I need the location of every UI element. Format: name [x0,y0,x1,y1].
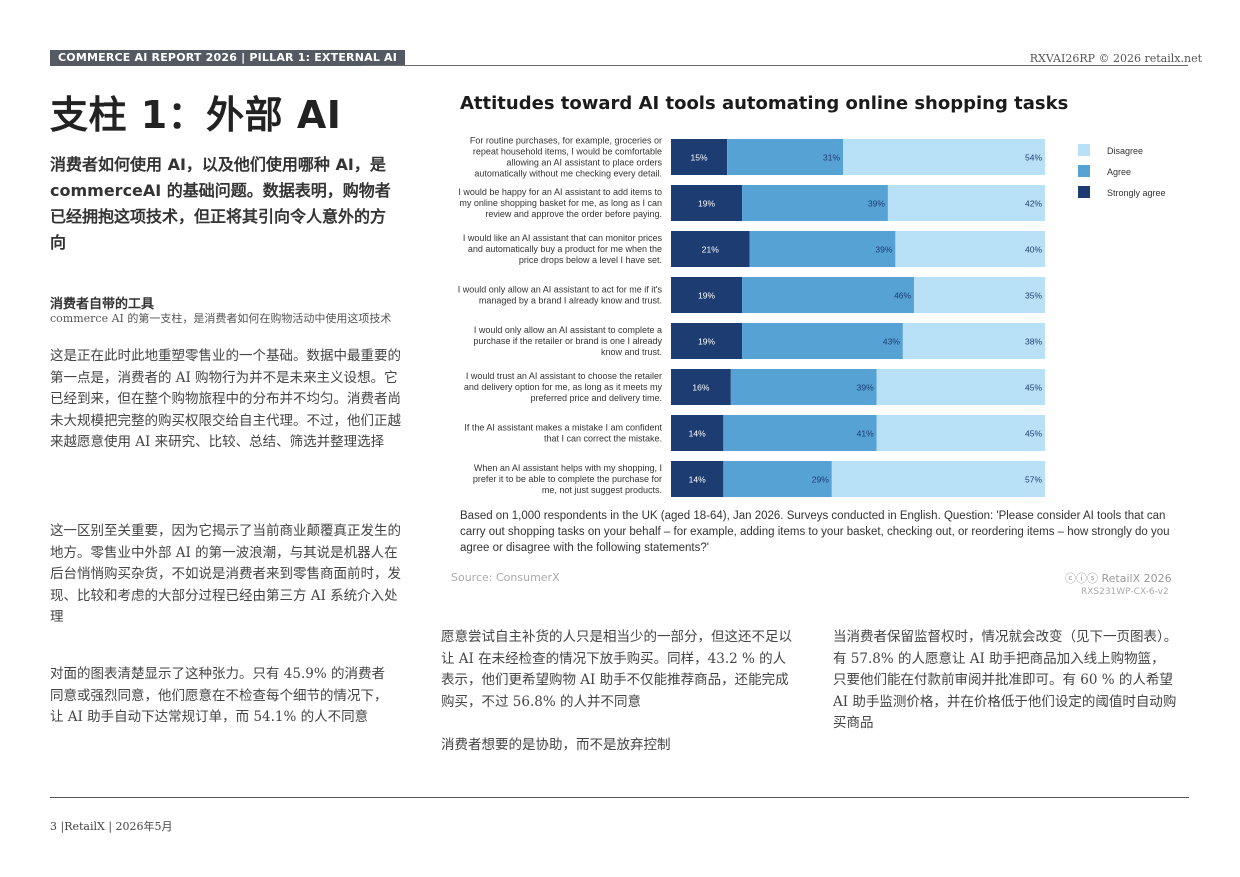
chart-code: RXS231WP-CX-6-v2 [1081,587,1169,597]
chart-methodology-note: Based on 1,000 respondents in the UK (ag… [460,510,1170,554]
bar-strongly-agree [671,185,743,221]
bar-agree [742,185,888,221]
body-paragraph-1: 这是正在此时此地重塑零售业的一个基础。数据中最重要的第一点是，消费者的 AI 购… [50,348,401,450]
subsection-heading: 消费者自带的工具 [50,297,155,312]
chart-title: Attitudes toward AI tools automating onl… [460,93,1069,114]
page-title: 支柱 1：外部 AI [50,93,342,137]
data-label: 35% [1025,291,1042,301]
data-label: 31% [823,153,840,163]
bar-disagree [876,415,1045,451]
category-label: I would only allow an AI assistant to co… [473,325,662,357]
bar-agree [730,369,877,405]
header-rule [362,65,1188,66]
category-label: I would be happy for an AI assistant to … [458,187,662,219]
bar-disagree [887,185,1045,221]
bar-strongly-agree [671,415,724,451]
category-label: If the AI assistant makes a mistake I am… [464,423,662,444]
data-label: 40% [1025,245,1042,255]
stacked-bar-chart: me, not just suggest products.For routin… [458,136,1166,497]
bar-strongly-agree [671,461,724,497]
bar-agree [749,231,896,267]
bar-agree [727,139,844,175]
data-label: 45% [1025,383,1042,393]
legend-label: Disagree [1107,146,1143,156]
bar-disagree [843,139,1045,175]
bar-agree [723,415,877,451]
chart-source: Source: ConsumerX [451,571,560,584]
bar-disagree [831,461,1045,497]
bar-agree [742,277,915,313]
data-label: 16% [692,383,709,393]
data-label: 19% [698,291,715,301]
data-label: 38% [1025,337,1042,347]
data-label: 43% [883,337,900,347]
data-label: 39% [868,199,885,209]
bar-disagree [895,231,1045,267]
legend-swatch [1078,144,1090,156]
data-label: 39% [857,383,874,393]
legend-swatch [1078,186,1090,198]
report-header-tag: COMMERCE AI REPORT 2026 | PILLAR 1: EXTE… [50,50,406,66]
subsection-note: commerce AI 的第一支柱，是消费者如何在购物活动中使用这项技术 [50,312,392,325]
category-label: I would only allow an AI assistant to ac… [458,285,663,306]
bar-disagree [902,323,1045,359]
legend-swatch [1078,165,1090,177]
category-label: I would like an AI assistant that can mo… [463,233,663,265]
data-label: 57% [1025,475,1042,485]
bar-strongly-agree [671,231,750,267]
data-label: 46% [894,291,911,301]
body-paragraph-6: 当消费者保留监督权时，情况就会改变（见下一页图表）。有 57.8% 的人愿意让 … [833,629,1178,731]
bar-strongly-agree [671,277,743,313]
data-label: 14% [689,429,706,439]
legend-label: Agree [1107,167,1131,177]
data-label: 14% [689,475,706,485]
bar-strongly-agree [671,369,731,405]
bar-strongly-agree [671,139,728,175]
footer-rule [50,797,1189,798]
data-label: 45% [1025,429,1042,439]
category-label: I would trust an AI assistant to choose … [464,371,663,403]
data-label: 19% [698,199,715,209]
data-label: 15% [691,153,708,163]
data-label: 19% [698,337,715,347]
bar-disagree [914,277,1045,313]
bar-disagree [876,369,1045,405]
data-label: 42% [1025,199,1042,209]
body-paragraph-5: 消费者想要的是协助，而不是放弃控制 [441,737,671,753]
bar-agree [723,461,832,497]
body-paragraph-2: 这一区别至关重要，因为它揭示了当前商业颠覆真正发生的地方。零售业中外部 AI 的… [50,523,401,625]
category-label: For routine purchases, for example, groc… [470,136,663,179]
bar-agree [742,323,903,359]
intro-text: 消费者如何使用 AI，以及他们使用哪种 AI，是 commerceAI 的基础问… [50,155,391,252]
body-paragraph-3: 对面的图表清楚显示了这种张力。只有 45.9% 的消费者同意或强烈同意，他们愿意… [50,666,388,725]
report-code: RXVAI26RP © 2026 retailx.net [1029,52,1202,65]
data-label: 21% [702,245,719,255]
legend-label: Strongly agree [1107,188,1166,198]
page-footer: 3 |RetailX | 2026年5月 [50,820,173,833]
data-label: 54% [1025,153,1042,163]
body-paragraph-4: 愿意尝试自主补货的人只是相当少的一部分，但这还不足以让 AI 在未经检查的情况下… [441,629,792,710]
category-label: When an AI assistant helps with my shopp… [473,463,662,495]
data-label: 39% [875,245,892,255]
bar-strongly-agree [671,323,743,359]
copyright-label: ⓒⓘⓢ RetailX 2026 [1065,572,1172,585]
data-label: 29% [812,475,829,485]
data-label: 41% [857,429,874,439]
